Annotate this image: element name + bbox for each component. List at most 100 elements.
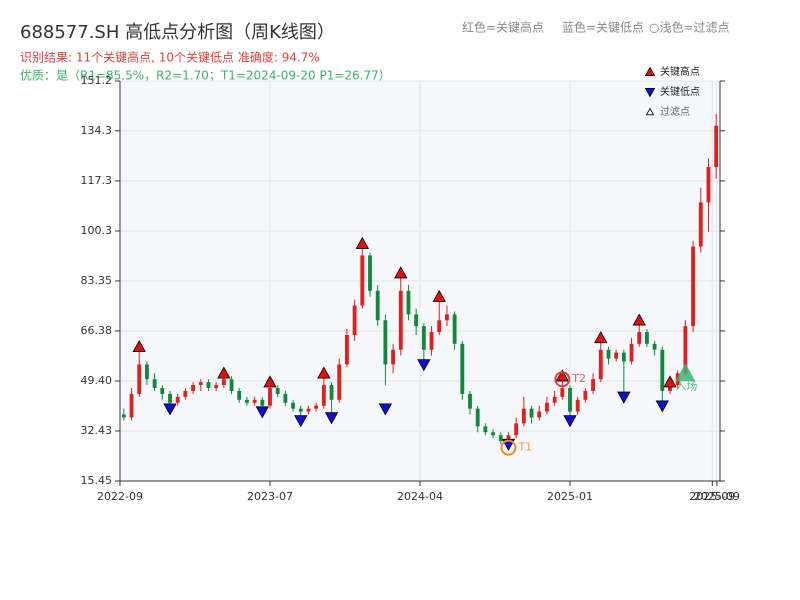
legend-label: 关键高点	[660, 65, 700, 78]
quality-note: 优质：是（R1=85.5%，R2=1.70；T1=2024-09-20 P1=2…	[20, 69, 391, 83]
candle-body	[591, 379, 595, 391]
candle-body	[214, 385, 219, 389]
low-marker	[324, 412, 339, 425]
candle-body	[191, 385, 195, 391]
low-marker	[617, 391, 631, 404]
high-marker	[594, 331, 608, 344]
candle-body	[460, 343, 465, 394]
candle-body	[283, 393, 288, 403]
candle-body	[237, 390, 242, 400]
candle-body	[483, 426, 488, 433]
candle-body	[160, 388, 165, 394]
candle-body	[421, 326, 426, 350]
candle-body	[475, 408, 480, 427]
candle-body	[275, 388, 280, 394]
target-point	[554, 371, 571, 388]
candle-body	[545, 402, 549, 412]
candle-body	[337, 364, 342, 400]
candle-body	[598, 349, 603, 380]
candle-body	[621, 352, 626, 362]
candle-body	[568, 388, 572, 412]
point-label: T1	[517, 441, 532, 454]
candle-body	[645, 332, 649, 344]
y-tick-label: 100.3	[81, 224, 113, 237]
low-marker	[294, 415, 308, 428]
top-legend: 红色=关键高点	[462, 20, 544, 35]
candle-body	[183, 390, 188, 397]
candle-body	[406, 290, 411, 315]
candle-body	[537, 411, 542, 418]
y-tick-label: 83.35	[81, 274, 113, 287]
candle-body	[137, 364, 142, 394]
y-tick-label: 117.3	[81, 174, 113, 187]
candle-body	[683, 326, 688, 374]
candle-body	[506, 435, 511, 442]
target-point	[500, 439, 517, 456]
high-marker	[217, 366, 231, 379]
candle-body	[552, 396, 557, 403]
candle-body	[629, 343, 634, 362]
high-marker	[394, 266, 408, 279]
x-tick-label: 2022-09	[97, 490, 143, 503]
candle-body	[606, 349, 611, 359]
high-marker	[432, 289, 446, 302]
candle-body	[706, 167, 711, 203]
candle-body	[268, 388, 272, 406]
x-tick-label: 2024-04	[397, 490, 443, 503]
candle-body	[575, 399, 580, 412]
candle-body	[583, 390, 588, 400]
candle-body	[491, 432, 495, 436]
low-marker	[163, 403, 177, 416]
candle-body	[414, 314, 419, 327]
high-marker	[632, 313, 646, 326]
candle-body	[521, 408, 526, 424]
point-label: 入场	[675, 378, 697, 392]
candle-body	[368, 255, 372, 291]
high-marker	[132, 339, 146, 352]
low-marker	[563, 415, 577, 428]
subtitle: 识别结果: 11个关键高点, 10个关键低点 准确度: 94.7%	[20, 50, 320, 65]
candle-body	[152, 379, 157, 389]
candle-body	[614, 352, 619, 359]
candle-body	[391, 349, 395, 365]
candle-body	[329, 385, 334, 400]
x-tick-label: 2025-09	[694, 490, 740, 503]
candle-body	[306, 408, 311, 412]
candle-body	[452, 314, 457, 344]
candle-body	[560, 388, 565, 397]
point-label: T2	[571, 372, 586, 385]
candle-body	[660, 349, 665, 391]
entry-marker	[675, 363, 696, 382]
x-tick-label: 2025-01	[547, 490, 593, 503]
candle-body	[383, 320, 388, 365]
candle-body	[145, 364, 149, 380]
chart-title: 688577.SH 高低点分析图（周K线图）	[20, 22, 335, 43]
high-marker	[263, 375, 277, 388]
x-tick-label: 2023-07	[247, 490, 293, 503]
candle-body	[206, 382, 211, 389]
candle-body	[221, 379, 226, 386]
top-legend: ○浅色=过滤点	[649, 21, 730, 35]
candle-body	[245, 399, 249, 403]
candle-body	[314, 405, 319, 409]
candle-body	[445, 314, 449, 321]
candle-body	[498, 435, 503, 442]
y-tick-label: 15.45	[81, 474, 113, 487]
candle-body	[260, 399, 265, 406]
candle-body	[352, 305, 357, 335]
low-marker	[378, 403, 393, 416]
candle-body	[398, 290, 403, 350]
y-tick-label: 66.38	[81, 324, 113, 337]
candle-body	[514, 423, 519, 436]
low-marker	[255, 406, 269, 419]
candle-body	[468, 393, 472, 409]
top-legend: 蓝色=关键低点	[562, 21, 644, 35]
candle-body	[321, 385, 326, 406]
candle-body	[198, 382, 203, 386]
legend-marker	[644, 66, 656, 76]
candle-body	[429, 332, 434, 350]
legend-label: 关键低点	[660, 85, 700, 98]
candle-body	[229, 379, 234, 391]
y-tick-label: 151.2	[81, 74, 113, 87]
legend-label: 过滤点	[660, 105, 690, 118]
